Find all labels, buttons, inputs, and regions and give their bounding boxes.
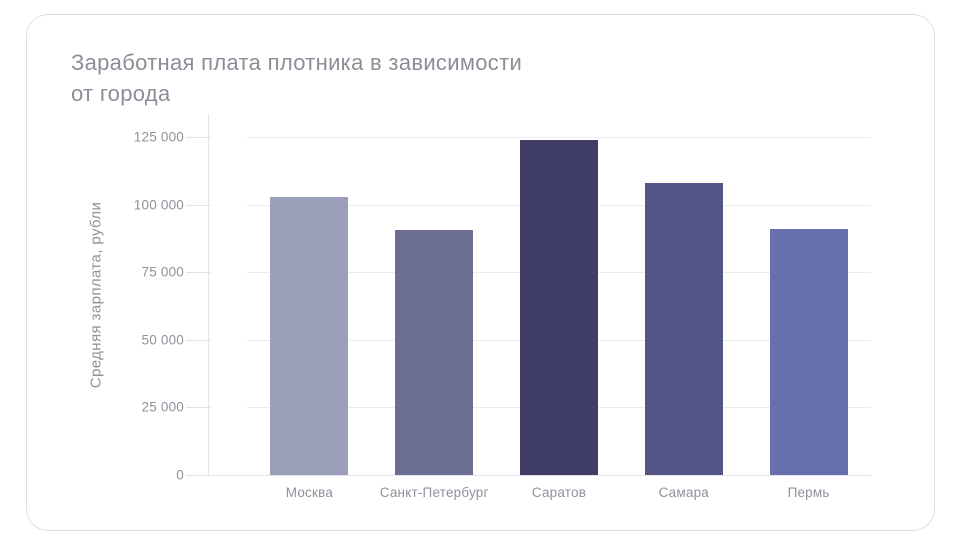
x-tick-label: Москва [285,485,334,500]
y-tick-mark [186,272,211,274]
bar-Санкт-Петербург [395,230,474,475]
x-axis-labels: Москва Санкт-Петербург Саратов Самара Пермь [247,485,871,500]
chart-title-line1: Заработная плата плотника в зависимости [71,50,523,75]
y-tick-mark [186,475,211,476]
bar-band [497,114,622,475]
y-tick-label: 0 [176,467,184,483]
bars-row [247,114,871,475]
gridline [247,136,871,138]
y-tick-mark [186,204,211,206]
bar-band [746,114,871,475]
chart-title-line2: от города [71,81,171,106]
y-axis-line [208,114,209,476]
y-tick-label: 25 000 [141,399,184,415]
x-tick-label: Пермь [787,485,830,500]
plot-area [208,114,871,476]
y-axis-title: Средняя зарплата, рубли [87,201,105,389]
chart-title: Заработная плата плотника в зависимости … [71,47,522,109]
bar-band [372,114,497,475]
bar-Москва [270,196,349,475]
x-axis-baseline [208,475,871,476]
bar-band [247,114,372,475]
y-tick-label: 50 000 [141,332,184,348]
x-tick-label: Санкт-Петербург [379,485,489,500]
x-tick-label: Саратов [531,485,587,500]
bar-Пермь [769,228,848,475]
y-tick-label: 75 000 [141,264,184,280]
bar-Саратов [519,139,598,475]
y-tick-mark [186,339,211,341]
y-tick-mark [186,136,211,138]
chart-card: Заработная плата плотника в зависимости … [26,14,935,531]
bar-band [621,114,746,475]
y-tick-label: 125 000 [133,129,184,145]
bar-Самара [644,183,723,475]
y-tick-mark [186,407,211,409]
x-tick-label: Самара [658,485,709,500]
y-tick-label: 100 000 [133,197,184,213]
